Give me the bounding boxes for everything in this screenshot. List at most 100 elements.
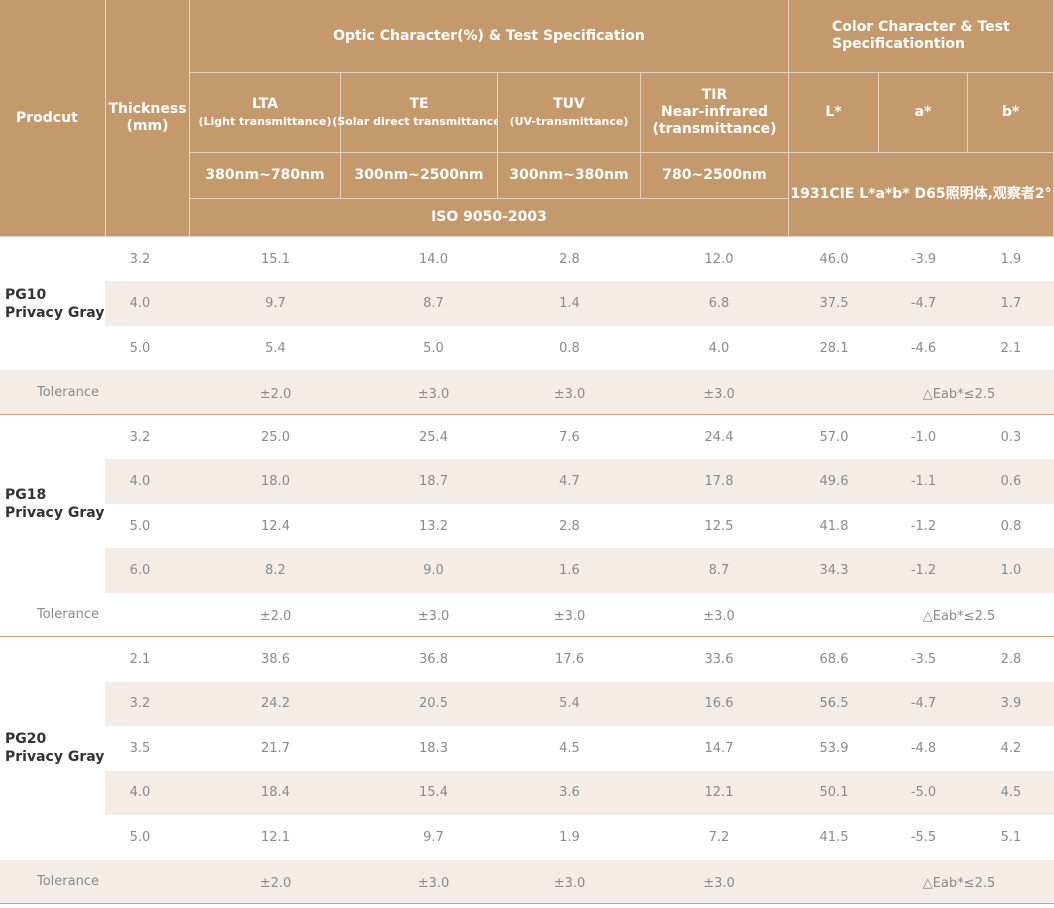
group-divider <box>0 413 1054 415</box>
column-header: TUV (UV-transmittance) <box>498 73 641 153</box>
cell: 4.0 <box>645 326 793 370</box>
cell: 21.7 <box>200 726 351 770</box>
cell-text: 0.8 <box>559 340 580 356</box>
cell-text: 1.7 <box>1000 296 1022 312</box>
cell-text: 3.2 <box>129 251 151 267</box>
lab-text: a* <box>914 104 932 120</box>
cell: 4.5 <box>498 726 641 770</box>
cell: 17.8 <box>645 459 793 503</box>
cell: -1.1 <box>879 459 968 503</box>
tolerance-cell: ±3.0 <box>355 595 512 639</box>
cell-text: 36.8 <box>419 651 448 667</box>
cell: -4.7 <box>879 281 968 325</box>
cell: 9.0 <box>355 548 512 592</box>
cell: -4.7 <box>879 682 968 726</box>
cell: 50.1 <box>789 771 879 815</box>
tolerance-cell: ±2.0 <box>200 372 351 416</box>
cell: 5.0 <box>98 326 182 370</box>
tolerance-label: Tolerance <box>0 860 136 904</box>
cell: 9.7 <box>355 815 512 859</box>
cell-text: 12.1 <box>704 785 734 801</box>
cell: 28.1 <box>789 326 879 370</box>
cell-text: 17.8 <box>704 474 734 490</box>
cell: 7.2 <box>645 815 793 859</box>
cell: -1.0 <box>879 415 968 459</box>
cell: 9.7 <box>200 281 351 325</box>
tolerance-value: ±2.0 <box>259 876 292 892</box>
cell-text: 14.7 <box>704 740 734 756</box>
group-divider <box>0 903 1054 905</box>
cell-text: 5.1 <box>1000 829 1022 845</box>
cell: -1.2 <box>879 548 968 592</box>
cell-text: 1.6 <box>559 563 580 579</box>
color-title: Color Character & Test Specificationtion <box>789 0 1054 73</box>
cell-text: 13.2 <box>419 518 448 534</box>
tolerance-value: △Eab*≤2.5 <box>922 876 996 892</box>
cell-text: 38.6 <box>261 651 290 667</box>
cell: 2.8 <box>968 637 1054 681</box>
row-stripe <box>105 681 1054 727</box>
cell: -4.6 <box>879 326 968 370</box>
cell-text: 68.6 <box>819 651 849 667</box>
cell: 34.3 <box>789 548 879 592</box>
cell: 41.5 <box>789 815 879 859</box>
cell: 15.1 <box>200 237 351 281</box>
cell: 12.1 <box>645 771 793 815</box>
cell-text: 9.7 <box>423 829 444 845</box>
cell-text: 8.2 <box>265 563 286 579</box>
header-text: Specificationtion <box>832 36 965 52</box>
product-subname: Privacy Gray <box>5 504 105 521</box>
cell-text: 33.6 <box>704 651 734 667</box>
cell: 12.5 <box>645 504 793 548</box>
cell: 3.2 <box>98 237 182 281</box>
cell-text: 12.4 <box>261 518 290 534</box>
cell-text: 18.3 <box>419 740 448 756</box>
cie-header: 1931CIE L*a*b* D65照明体,观察者2° <box>789 153 1054 237</box>
wavelength-text: 380nm~780nm <box>205 167 325 183</box>
tolerance-value: ±3.0 <box>417 876 450 892</box>
column-header: LTA (Light transmittance) <box>190 73 341 153</box>
cell: -3.5 <box>879 637 968 681</box>
cell: 18.3 <box>355 726 512 770</box>
cell: 13.2 <box>355 504 512 548</box>
cell: 25.0 <box>200 415 351 459</box>
cell-text: -3.9 <box>910 251 937 267</box>
wavelength-text: 300nm~380nm <box>509 167 629 183</box>
cell: 49.6 <box>789 459 879 503</box>
tolerance-cell: ±3.0 <box>355 862 512 906</box>
cell: 3.6 <box>498 771 641 815</box>
cell: 4.0 <box>98 771 182 815</box>
wavelength: 380nm~780nm <box>190 153 341 199</box>
cell-text: -1.0 <box>910 429 937 445</box>
cell-text: 16.6 <box>704 696 734 712</box>
tolerance-value: ±2.0 <box>259 387 292 403</box>
tolerance-cell: ±3.0 <box>645 372 793 416</box>
cell-text: 25.4 <box>419 429 448 445</box>
cell-text: 50.1 <box>819 785 849 801</box>
cell-text: 21.7 <box>261 740 290 756</box>
cell: 18.7 <box>355 459 512 503</box>
product-name: PG18 Privacy Gray <box>5 415 105 593</box>
row-stripe <box>105 281 1054 326</box>
cell-text: 20.5 <box>419 696 448 712</box>
cell-text: 4.5 <box>1000 785 1022 801</box>
header-text: (mm) <box>126 118 169 134</box>
cell: 1.9 <box>498 815 641 859</box>
tolerance-cell: ±2.0 <box>200 862 351 906</box>
cell: 6.8 <box>645 281 793 325</box>
cell-text: 1.0 <box>1000 563 1022 579</box>
cell-text: 5.0 <box>129 340 151 356</box>
lab-header: b* <box>968 73 1054 153</box>
cell-text: 17.6 <box>555 651 584 667</box>
cell-text: -1.2 <box>910 518 937 534</box>
column-name: TE <box>409 95 429 112</box>
product-name: PG20 Privacy Gray <box>5 637 105 859</box>
cell-text: -4.8 <box>910 740 937 756</box>
column-sub: (Light transmittance) <box>198 114 332 128</box>
tolerance-cell: ±3.0 <box>498 372 641 416</box>
cell: 15.4 <box>355 771 512 815</box>
cell: 2.8 <box>498 237 641 281</box>
product-subname: Privacy Gray <box>5 749 105 766</box>
cell-text: 5.0 <box>129 829 151 845</box>
column-header: TIR Near-infrared (transmittance) <box>641 73 789 153</box>
